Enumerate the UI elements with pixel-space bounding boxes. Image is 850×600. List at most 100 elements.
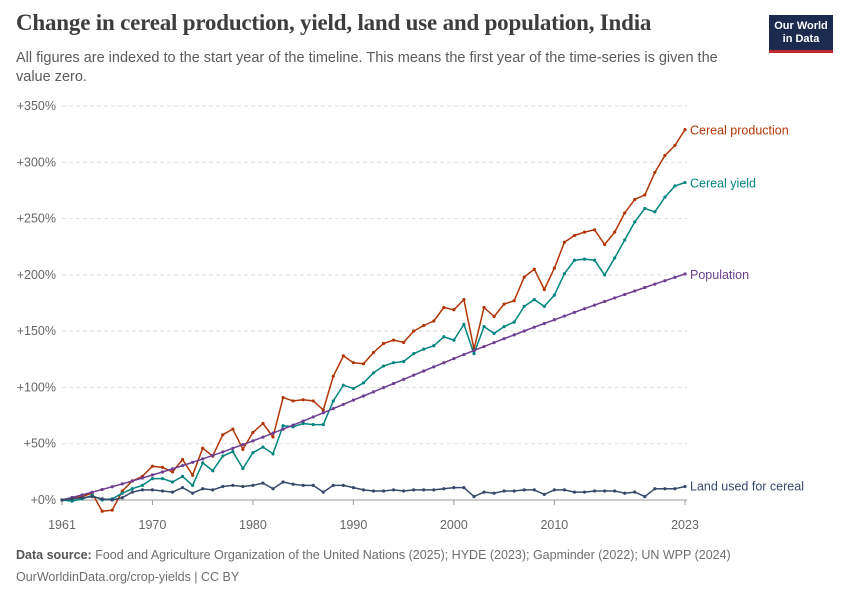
data-point[interactable] bbox=[532, 488, 536, 492]
data-point[interactable] bbox=[462, 322, 466, 326]
series-land-used-for-cereal[interactable] bbox=[60, 480, 687, 502]
data-point[interactable] bbox=[391, 488, 396, 492]
data-point[interactable] bbox=[502, 337, 506, 341]
data-point[interactable] bbox=[492, 314, 496, 319]
data-point[interactable] bbox=[191, 460, 195, 464]
data-point[interactable] bbox=[361, 381, 366, 385]
data-point[interactable] bbox=[231, 449, 235, 454]
data-point[interactable] bbox=[70, 497, 74, 501]
data-point[interactable] bbox=[623, 238, 627, 242]
data-point[interactable] bbox=[542, 492, 546, 496]
data-point[interactable] bbox=[442, 305, 446, 310]
data-point[interactable] bbox=[613, 256, 617, 260]
data-point[interactable] bbox=[522, 488, 526, 492]
data-point[interactable] bbox=[381, 386, 386, 390]
data-point[interactable] bbox=[351, 398, 356, 402]
data-point[interactable] bbox=[673, 184, 677, 188]
data-point[interactable] bbox=[482, 490, 486, 494]
data-point[interactable] bbox=[231, 483, 235, 487]
data-point[interactable] bbox=[341, 483, 345, 487]
data-point[interactable] bbox=[140, 483, 144, 487]
data-point[interactable] bbox=[562, 240, 567, 244]
series-population[interactable] bbox=[60, 272, 687, 502]
data-point[interactable] bbox=[391, 338, 396, 342]
data-point[interactable] bbox=[582, 257, 587, 261]
data-point[interactable] bbox=[422, 488, 426, 492]
data-point[interactable] bbox=[482, 344, 486, 349]
data-point[interactable] bbox=[502, 489, 506, 493]
data-point[interactable] bbox=[442, 361, 446, 365]
data-point[interactable] bbox=[542, 304, 546, 308]
data-point[interactable] bbox=[572, 258, 577, 262]
data-point[interactable] bbox=[201, 487, 205, 491]
data-point[interactable] bbox=[663, 279, 667, 283]
data-point[interactable] bbox=[311, 483, 315, 487]
data-point[interactable] bbox=[331, 399, 335, 403]
data-point[interactable] bbox=[301, 419, 305, 423]
data-point[interactable] bbox=[261, 481, 265, 485]
data-point[interactable] bbox=[160, 465, 165, 469]
data-point[interactable] bbox=[683, 128, 687, 132]
data-point[interactable] bbox=[592, 258, 597, 262]
data-point[interactable] bbox=[643, 285, 647, 290]
data-point[interactable] bbox=[221, 450, 225, 454]
data-point[interactable] bbox=[311, 422, 315, 427]
data-point[interactable] bbox=[592, 489, 597, 493]
data-point[interactable] bbox=[321, 411, 325, 415]
data-point[interactable] bbox=[462, 352, 466, 357]
data-point[interactable] bbox=[271, 435, 275, 439]
data-point[interactable] bbox=[170, 467, 175, 471]
data-point[interactable] bbox=[482, 325, 486, 329]
data-point[interactable] bbox=[180, 486, 185, 490]
data-point[interactable] bbox=[673, 143, 677, 147]
data-point[interactable] bbox=[542, 287, 546, 292]
data-point[interactable] bbox=[351, 361, 356, 365]
data-point[interactable] bbox=[653, 210, 657, 214]
data-point[interactable] bbox=[532, 325, 536, 329]
data-point[interactable] bbox=[552, 293, 556, 297]
data-point[interactable] bbox=[150, 477, 155, 481]
data-point[interactable] bbox=[150, 488, 155, 492]
data-point[interactable] bbox=[512, 299, 516, 303]
data-point[interactable] bbox=[572, 310, 577, 314]
data-point[interactable] bbox=[170, 490, 175, 494]
data-point[interactable] bbox=[341, 383, 345, 387]
data-point[interactable] bbox=[572, 490, 577, 494]
data-point[interactable] bbox=[391, 381, 396, 386]
data-point[interactable] bbox=[673, 275, 677, 279]
data-point[interactable] bbox=[452, 338, 456, 342]
data-point[interactable] bbox=[482, 305, 486, 310]
data-point[interactable] bbox=[683, 272, 687, 276]
data-point[interactable] bbox=[261, 421, 265, 426]
data-point[interactable] bbox=[663, 195, 667, 199]
data-point[interactable] bbox=[100, 487, 104, 492]
data-point[interactable] bbox=[683, 484, 687, 489]
data-point[interactable] bbox=[361, 394, 366, 398]
data-point[interactable] bbox=[402, 377, 406, 381]
data-point[interactable] bbox=[110, 498, 114, 502]
data-point[interactable] bbox=[130, 479, 134, 483]
data-point[interactable] bbox=[371, 390, 376, 394]
data-point[interactable] bbox=[291, 423, 295, 427]
data-point[interactable] bbox=[522, 304, 526, 308]
data-point[interactable] bbox=[492, 341, 496, 345]
data-point[interactable] bbox=[562, 488, 567, 492]
data-point[interactable] bbox=[80, 496, 84, 500]
data-point[interactable] bbox=[341, 354, 345, 358]
data-point[interactable] bbox=[201, 461, 205, 465]
data-point[interactable] bbox=[150, 464, 155, 468]
data-point[interactable] bbox=[110, 508, 114, 512]
series-cereal-yield[interactable] bbox=[60, 180, 687, 503]
data-point[interactable] bbox=[211, 469, 215, 473]
data-point[interactable] bbox=[572, 233, 577, 238]
data-point[interactable] bbox=[552, 266, 556, 270]
data-point[interactable] bbox=[130, 490, 134, 494]
data-point[interactable] bbox=[613, 230, 617, 234]
data-point[interactable] bbox=[241, 443, 245, 447]
data-point[interactable] bbox=[552, 488, 556, 492]
data-point[interactable] bbox=[361, 362, 366, 366]
data-point[interactable] bbox=[221, 433, 225, 437]
data-point[interactable] bbox=[472, 495, 476, 499]
data-point[interactable] bbox=[613, 489, 617, 493]
data-point[interactable] bbox=[180, 457, 185, 462]
